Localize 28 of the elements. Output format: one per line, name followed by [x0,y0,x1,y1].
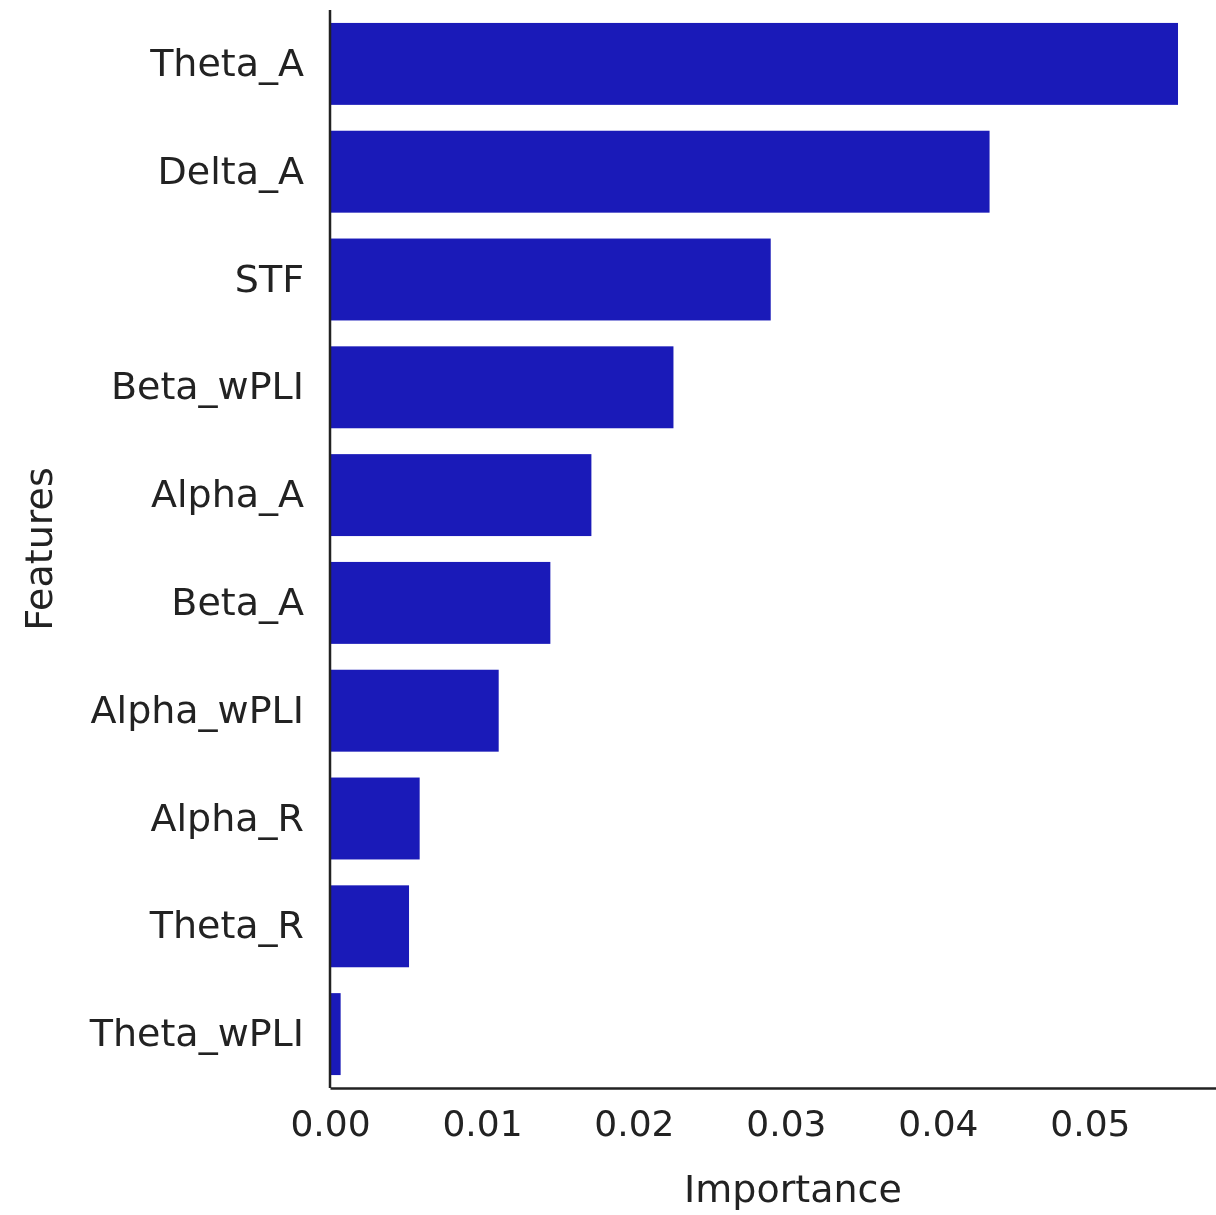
bar [330,777,420,860]
y-tick-label: Alpha_wPLI [90,687,304,732]
bar [330,454,592,537]
y-tick-label: Alpha_R [150,795,304,840]
bar [330,346,674,429]
x-axis-title: Importance [684,1167,902,1211]
bar [330,22,1179,105]
y-tick-label: Beta_A [171,580,304,625]
bar [330,561,551,644]
y-tick-label: Theta_R [148,903,304,948]
bar [330,669,499,752]
y-axis-title: Features [17,467,61,631]
x-tick-label: 0.01 [442,1102,523,1144]
bar [330,130,990,213]
y-tick-label: Delta_A [157,148,304,193]
bar [330,993,341,1076]
y-tick-label: STF [234,256,304,301]
y-tick-label: Theta_A [149,41,304,86]
bar [330,885,410,968]
y-tick-label: Theta_wPLI [88,1011,304,1056]
x-tick-label: 0.05 [1050,1102,1131,1144]
x-tick-label: 0.03 [746,1102,827,1144]
x-tick-label: 0.02 [594,1102,675,1144]
x-tick-label: 0.00 [290,1102,371,1144]
x-tick-label: 0.04 [898,1102,979,1144]
bar [330,238,771,321]
y-tick-label: Alpha_A [150,472,304,517]
y-tick-label: Beta_wPLI [110,364,304,409]
